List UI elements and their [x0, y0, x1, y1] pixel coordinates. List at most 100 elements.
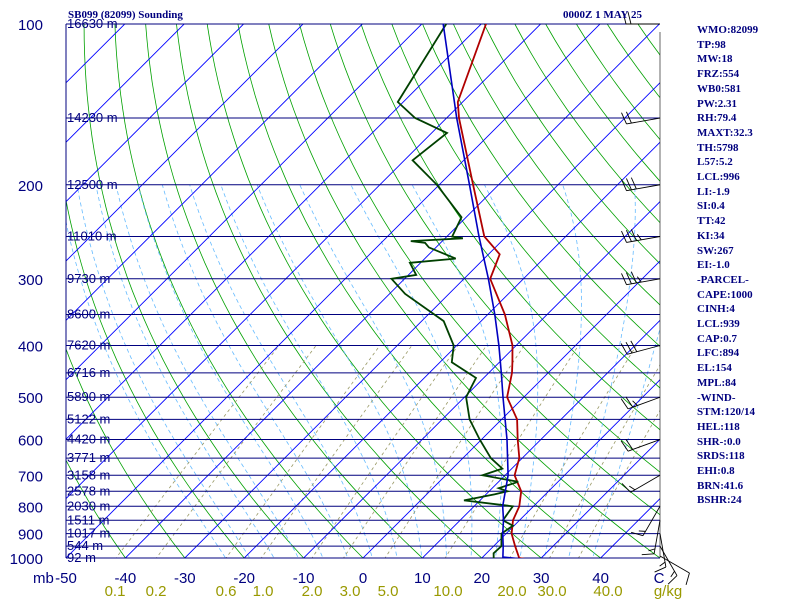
moist-adiabat [543, 184, 582, 558]
moist-adiabat [299, 184, 447, 558]
stat-item: STM:120/14 [697, 406, 756, 419]
pressure-tick: 200 [18, 178, 43, 195]
wind-barb-feather [630, 271, 637, 284]
dry-adiabat [483, 24, 660, 265]
wind-barb-feather [621, 112, 627, 125]
stat-item: TH:5798 [697, 141, 739, 154]
height-label: 2578 m [67, 483, 110, 498]
pressure-tick: 500 [18, 390, 43, 407]
sounding-time: 0000Z 1 MAY 25 [563, 9, 642, 21]
wind-barb [621, 177, 661, 192]
dry-adiabat [751, 12, 800, 569]
wind-barb-feather [630, 229, 637, 241]
temperature-tick: 10 [414, 570, 431, 587]
wind-barb-feather [630, 531, 644, 537]
pressure-tick: 1000 [10, 551, 43, 568]
pressure-tick: 700 [18, 468, 43, 485]
height-label: 5122 m [67, 411, 110, 426]
stat-item: SRDS:118 [697, 450, 745, 463]
moist-adiabat [568, 184, 636, 558]
wind-barb [622, 11, 660, 25]
pressure-tick: 600 [18, 433, 43, 450]
mixing-ratio-label: 2.0 [302, 583, 323, 600]
mixing-ratio-labels: 0.1 0.2 0.6 1.0 2.0 3.0 5.0 10.0 20.0 30.0 40.0 g/k… [105, 583, 683, 600]
temperature-tick: -10 [293, 570, 315, 587]
wind-barb-staff [627, 345, 661, 355]
height-label: 14230 m [67, 110, 118, 125]
height-label: 1017 m [67, 526, 110, 541]
stat-item: HEL:118 [697, 420, 740, 433]
mixing-ratio-line [311, 345, 459, 558]
wind-barb [620, 438, 661, 452]
dry-adiabat [452, 24, 660, 306]
temperature-tick: -40 [115, 570, 137, 587]
stat-item: MPL:84 [697, 376, 737, 389]
temperature-tick: 40 [592, 570, 609, 587]
height-labels: 16630 m 14230 m 12500 m 11010 m 9730 m 8600 m… [67, 16, 118, 565]
wind-barb [621, 229, 661, 243]
wind-barb-feather [625, 230, 632, 242]
height-label: 6716 m [67, 365, 110, 380]
mixing-ratio-label: 5.0 [378, 583, 399, 600]
moist-adiabat [411, 184, 503, 558]
stat-item: EL:154 [697, 362, 732, 375]
wind-barb-feather [621, 179, 627, 191]
stat-item: MW:18 [697, 53, 733, 66]
height-label: 4420 m [67, 432, 110, 447]
temperature-tick: 30 [533, 570, 550, 587]
wind-barb [654, 533, 667, 573]
wind-barb-staff [626, 236, 661, 243]
dry-adiabat [66, 557, 67, 558]
wind-barb-feather [641, 553, 655, 556]
mixing-ratio-label: 0.6 [216, 583, 237, 600]
wind-barb-feather [636, 276, 642, 283]
wind-barb-feather [654, 566, 667, 573]
height-label: 544 m [67, 538, 103, 553]
wind-barb-staff [653, 520, 661, 554]
wind-barb-feather [621, 483, 631, 493]
stat-item: WMO:82099 [697, 24, 759, 36]
stat-item: -PARCEL- [697, 273, 749, 286]
dry-adiabat [83, 24, 305, 558]
stat-item: MAXT:32.3 [697, 126, 753, 139]
stat-item: SI:0.4 [697, 200, 725, 213]
pressure-unit-label: mb [33, 570, 54, 587]
moist-adiabat [137, 184, 324, 558]
stat-item: CAP:0.7 [697, 332, 738, 345]
wind-barb-feather [620, 440, 629, 452]
wind-barb-feather [629, 485, 636, 491]
moist-adiabat [350, 184, 473, 558]
stat-item: -WIND- [697, 391, 736, 404]
dry-adiabat [66, 197, 245, 558]
mixing-ratio-label: 40.0 [593, 583, 622, 600]
wind-barb-staff [627, 396, 661, 410]
background-grid [66, 12, 800, 569]
wind-barb-staff [626, 278, 661, 286]
corner-unit-label: C [654, 570, 665, 587]
stat-item: SHR-:0.0 [697, 435, 741, 448]
wind-barb-feather [667, 575, 678, 585]
wind-barb-feather [620, 398, 629, 410]
mixing-ratio-line [549, 364, 660, 558]
stat-item: LCL:939 [697, 318, 740, 330]
wind-barb-staff [626, 184, 661, 192]
isotherm [481, 379, 660, 558]
isotherm [66, 24, 304, 262]
mixing-ratio-label: 10.0 [433, 583, 462, 600]
wind-barb-feather [625, 178, 632, 190]
mixing-ratio-label: 3.0 [340, 583, 361, 600]
height-label: 7620 m [67, 338, 110, 353]
wind-barb-feather [625, 111, 632, 124]
height-label: 3771 m [67, 450, 110, 465]
parcel-line [442, 24, 521, 558]
stat-item: LI:-1.9 [697, 185, 730, 198]
mixing-ratio-line [343, 345, 487, 558]
dry-adiabat [360, 24, 660, 431]
stat-item: CINH:4 [697, 303, 735, 316]
dry-adiabat [391, 24, 660, 389]
moist-adiabat [592, 327, 660, 558]
wind-barb-feather [625, 272, 632, 285]
isotherm [66, 24, 364, 322]
mixing-ratio-label: 0.1 [105, 583, 126, 600]
wind-barb-feather [621, 230, 627, 243]
